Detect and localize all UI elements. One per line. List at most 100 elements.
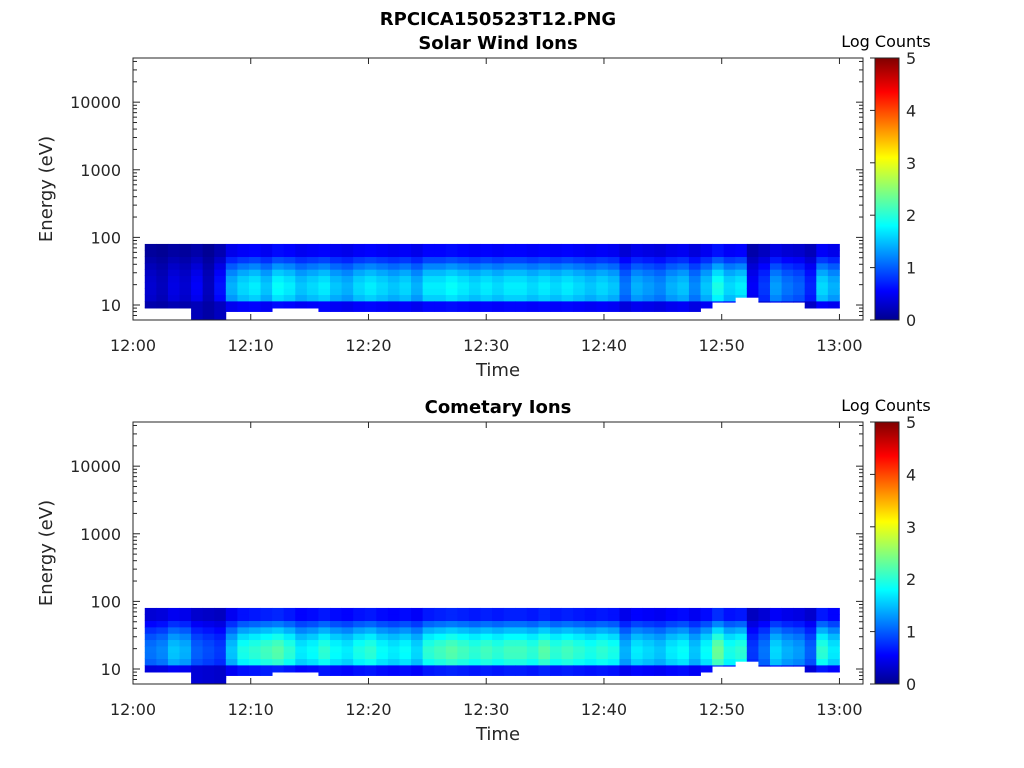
- heatmap-cell: [827, 307, 840, 309]
- heatmap-cell: [167, 256, 180, 264]
- heatmap-cell: [503, 281, 516, 289]
- heatmap-cell: [619, 664, 632, 672]
- heatmap-cell: [631, 607, 644, 615]
- heatmap-cell: [561, 288, 574, 296]
- heatmap-cell: [260, 300, 273, 308]
- heatmap-cell: [248, 633, 261, 641]
- heatmap-cell: [515, 652, 528, 660]
- heatmap-cell: [318, 275, 331, 283]
- heatmap-cell: [295, 281, 308, 289]
- heatmap-cell: [248, 658, 261, 666]
- heatmap-cell: [214, 256, 227, 264]
- heatmap-cell: [260, 607, 273, 615]
- heatmap-cell: [607, 256, 620, 264]
- heatmap-cell: [353, 607, 366, 615]
- heatmap-cell: [422, 633, 435, 641]
- heatmap-cell: [746, 256, 759, 264]
- heatmap-cell: [503, 300, 516, 308]
- heatmap-cell: [225, 275, 238, 283]
- heatmap-cell: [492, 275, 505, 283]
- heatmap-cell: [260, 658, 273, 666]
- heatmap-cell: [179, 671, 192, 673]
- heatmap-cell: [688, 307, 701, 312]
- heatmap-cell: [573, 275, 586, 283]
- heatmap-cell: [353, 620, 366, 628]
- heatmap-cell: [688, 250, 701, 258]
- colorbar: 0 1 2 3 4 5: [870, 49, 916, 330]
- heatmap-cell: [827, 652, 840, 660]
- heatmap-cell: [607, 639, 620, 647]
- heatmap-cell: [179, 633, 192, 641]
- heatmap-cell: [399, 243, 412, 251]
- heatmap-cell: [422, 639, 435, 647]
- heatmap-cell: [619, 243, 632, 251]
- heatmap-cell: [793, 250, 806, 258]
- heatmap-cell: [457, 294, 470, 302]
- panel-title: Cometary Ions: [425, 397, 572, 418]
- heatmap-cell: [387, 607, 400, 615]
- heatmap-cell: [387, 614, 400, 622]
- heatmap-cell: [306, 243, 319, 251]
- heatmap-cell: [179, 639, 192, 647]
- heatmap-cell: [758, 275, 771, 283]
- heatmap-cell: [712, 607, 725, 615]
- heatmap-cell: [723, 300, 736, 303]
- heatmap-cell: [550, 243, 562, 251]
- heatmap-cell: [561, 281, 574, 289]
- heatmap-cell: [214, 243, 227, 251]
- heatmap-cell: [202, 294, 215, 302]
- heatmap-cell: [295, 607, 308, 615]
- heatmap-cell: [399, 256, 412, 264]
- heatmap-cell: [283, 633, 296, 641]
- heatmap-cell: [677, 307, 690, 312]
- heatmap-cell: [283, 664, 296, 672]
- heatmap-cell: [723, 639, 736, 647]
- heatmap-cell: [399, 250, 412, 258]
- heatmap-cell: [376, 671, 389, 676]
- heatmap-cell: [688, 288, 701, 296]
- heatmap-cell: [387, 262, 400, 270]
- heatmap-cell: [318, 300, 331, 308]
- heatmap-cell: [283, 262, 296, 270]
- heatmap-cell: [399, 288, 412, 296]
- heatmap-cell: [654, 626, 667, 634]
- heatmap-cell: [353, 652, 366, 660]
- heatmap-cell: [700, 243, 713, 251]
- heatmap-cell: [631, 269, 644, 277]
- heatmap-cell: [804, 671, 817, 673]
- heatmap-cell: [191, 307, 204, 315]
- heatmap-cell: [468, 633, 481, 641]
- heatmap-cell: [619, 607, 632, 615]
- heatmap-cell: [584, 652, 597, 660]
- heatmap-cell: [341, 652, 354, 660]
- heatmap-cell: [596, 652, 609, 660]
- heatmap-cell: [411, 633, 424, 641]
- x-tick-label: 12:40: [581, 700, 627, 719]
- heatmap-cell: [399, 626, 412, 634]
- heatmap-cell: [283, 645, 296, 653]
- heatmap-cell: [399, 307, 412, 312]
- heatmap-cell: [376, 256, 389, 264]
- heatmap-cell: [376, 294, 389, 302]
- heatmap-cell: [156, 671, 169, 673]
- heatmap-cell: [723, 658, 736, 666]
- heatmap-cell: [665, 645, 678, 653]
- heatmap-cell: [688, 652, 701, 660]
- heatmap-cell: [712, 658, 725, 666]
- heatmap-cell: [306, 607, 319, 615]
- heatmap-cell: [318, 652, 331, 660]
- heatmap-cell: [596, 607, 609, 615]
- heatmap-cell: [387, 652, 400, 660]
- heatmap-cell: [387, 645, 400, 653]
- heatmap-cell: [260, 645, 273, 653]
- heatmap-cell: [677, 614, 690, 622]
- heatmap-cell: [758, 262, 771, 270]
- heatmap-cell: [746, 639, 759, 647]
- heatmap-cell: [376, 607, 389, 615]
- heatmap-cell: [144, 633, 157, 641]
- heatmap-cell: [434, 243, 447, 251]
- heatmap-cell: [364, 288, 377, 296]
- heatmap-cell: [700, 262, 713, 270]
- heatmap-cell: [445, 256, 458, 264]
